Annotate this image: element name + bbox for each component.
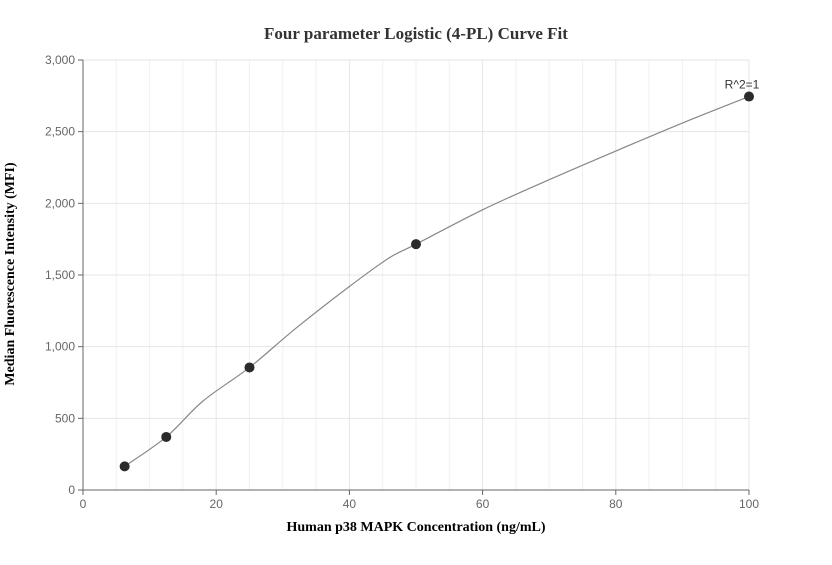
x-tick-label: 20 (210, 497, 224, 511)
y-tick-label: 1,500 (45, 268, 75, 282)
y-tick-label: 0 (68, 483, 75, 497)
y-tick-label: 2,500 (45, 125, 75, 139)
y-tick-label: 1,000 (45, 340, 75, 354)
axes (78, 59, 750, 495)
data-point (411, 239, 421, 250)
data-point (119, 461, 130, 472)
x-tick-label: 100 (739, 497, 759, 511)
y-tick-label: 3,000 (45, 53, 75, 67)
y-tick-label: 2,000 (45, 196, 75, 210)
x-tick-label: 0 (80, 497, 87, 511)
data-point (161, 431, 172, 442)
x-tick-label: 40 (343, 497, 357, 511)
data-points (119, 91, 754, 472)
labels: 0 500 1,000 1,500 2,000 2,500 3,000 0 20 40 60 80 10… (45, 53, 760, 511)
fit-curve-layer (124, 95, 750, 467)
chart-title: Four parameter Logistic (4-PL) Curve Fit (264, 24, 568, 43)
y-axis-title: Median Fluorescence Intensity (MFI) (3, 162, 18, 386)
r-squared-annotation: R^2=1 (725, 78, 760, 92)
x-tick-label: 80 (609, 497, 623, 511)
grid (82, 59, 750, 491)
x-tick-label: 60 (476, 497, 490, 511)
data-point (744, 91, 754, 102)
y-tick-label: 500 (55, 411, 75, 425)
data-point (244, 362, 255, 373)
fit-curve (124, 95, 750, 467)
x-axis-title: Human p38 MAPK Concentration (ng/mL) (287, 520, 546, 535)
